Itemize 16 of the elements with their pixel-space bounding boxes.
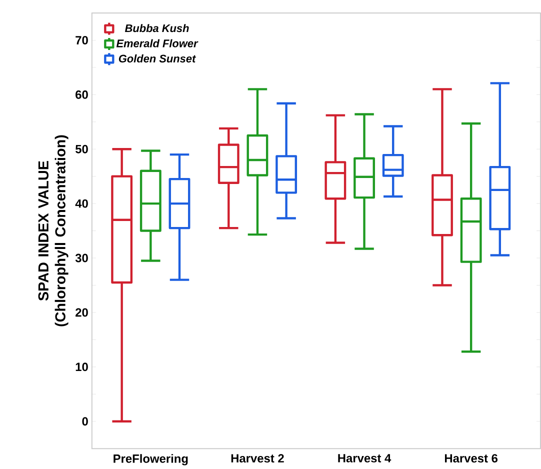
y-tick-label: 30 [75, 254, 88, 262]
x-tick-label: Harvest 4 [338, 454, 392, 463]
y-tick-label: 70 [76, 36, 88, 45]
y-axis-title: SPAD INDEX VALUE (Chlorophyll Concentration) [38, 135, 68, 326]
x-tick-label: Harvest 2 [231, 454, 284, 463]
legend-label: Golden Sunset [118, 54, 196, 63]
x-tick-label: PreFlowering [114, 454, 188, 466]
y-tick-label: 0 [82, 417, 88, 426]
legend-label: Emerald Flower [116, 39, 198, 48]
legend-label: Bubba Kush [124, 24, 189, 32]
x-tick-label: Harvest 6 [444, 454, 498, 463]
y-tick-label: 50 [75, 145, 88, 154]
y-tick-label: 60 [76, 90, 88, 100]
y-tick-label: 40 [75, 200, 88, 208]
y-tick-label: 10 [76, 362, 88, 372]
y-tick-label: 20 [76, 308, 88, 317]
